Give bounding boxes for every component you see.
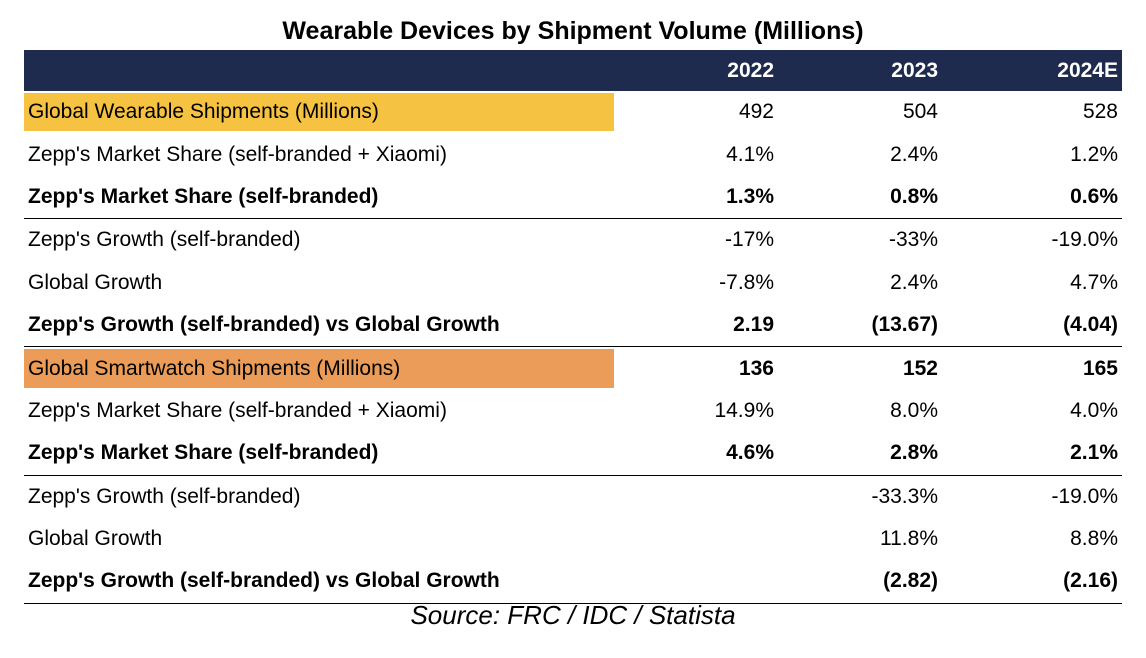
value-cell-2024e: 0.6% <box>1070 184 1118 208</box>
column-header-2023: 2023 <box>891 58 938 82</box>
value-cell-2024e: 4.7% <box>1070 270 1118 294</box>
value-cell-2024e: 528 <box>1082 100 1118 124</box>
value-cell-2023: (13.67) <box>871 313 938 337</box>
value-cell-2024e: (2.16) <box>1063 569 1118 593</box>
table-row: Global Smartwatch Shipments (Millions) 13… <box>24 347 1122 389</box>
row-label: Zepp's Growth (self-branded) vs Global G… <box>28 569 500 593</box>
table-row: Zepp's Growth (self-branded) -33.3% -19.0% <box>24 476 1122 518</box>
table-row: Zepp's Growth (self-branded) -17% -33% -19.… <box>24 219 1122 261</box>
table-row: Zepp's Market Share (self-branded + Xiao… <box>24 133 1122 175</box>
row-label: Zepp's Growth (self-branded) <box>28 228 301 252</box>
value-cell-2022 <box>644 560 774 602</box>
value-cell-2023: 8.0% <box>890 398 938 422</box>
value-cell-2023: -33.3% <box>871 484 938 508</box>
table-row: Zepp's Growth (self-branded) vs Global G… <box>24 304 1122 348</box>
value-cell-2023: 504 <box>902 100 938 124</box>
value-cell-2022: 4.6% <box>726 441 774 465</box>
column-header-2024e: 2024E <box>1057 58 1118 82</box>
table-body: Global Wearable Shipments (Millions) 492 5… <box>24 91 1122 604</box>
row-label: Zepp's Growth (self-branded) vs Global G… <box>28 313 500 337</box>
shipment-table: 2022 2023 2024E Global Wearable Shipment… <box>24 50 1122 604</box>
value-cell-2024e: 4.0% <box>1070 398 1118 422</box>
value-cell-2023: 11.8% <box>880 527 938 551</box>
value-cell-2023: 152 <box>902 356 938 380</box>
value-cell-2022 <box>644 476 774 518</box>
value-cell-2022: -7.8% <box>719 270 774 294</box>
table-row: Global Wearable Shipments (Millions) 492 5… <box>24 91 1122 133</box>
value-cell-2022: 1.3% <box>726 184 774 208</box>
row-label: Zepp's Market Share (self-branded + Xiao… <box>28 398 447 422</box>
value-cell-2023: (2.82) <box>883 569 938 593</box>
row-label: Global Growth <box>28 527 163 551</box>
value-cell-2023: -33% <box>888 228 938 252</box>
row-label: Zepp's Market Share (self-branded + Xiao… <box>28 142 447 166</box>
source-note: Source: FRC / IDC / Statista <box>410 600 736 630</box>
table-header: 2022 2023 2024E <box>24 50 1122 91</box>
table-row: Zepp's Market Share (self-branded + Xiao… <box>24 390 1122 432</box>
value-cell-2022: 492 <box>738 100 774 124</box>
value-cell-2024e: 2.1% <box>1070 441 1118 465</box>
row-label: Global Smartwatch Shipments (Millions) <box>24 349 614 388</box>
row-label: Global Wearable Shipments (Millions) <box>24 93 614 132</box>
row-label: Global Growth <box>28 270 163 294</box>
value-cell-2022: 14.9% <box>714 398 774 422</box>
table-row: Zepp's Market Share (self-branded) 1.3% 0.… <box>24 176 1122 220</box>
row-label: Zepp's Market Share (self-branded) <box>28 184 379 208</box>
value-cell-2022: 136 <box>738 356 774 380</box>
value-cell-2024e: 1.2% <box>1070 142 1118 166</box>
value-cell-2024e: 8.8% <box>1070 527 1118 551</box>
table-title: Wearable Devices by Shipment Volume (Mil… <box>282 17 864 45</box>
value-cell-2023: 2.4% <box>890 270 938 294</box>
table-row: Global Growth 11.8% 8.8% <box>24 518 1122 560</box>
value-cell-2023: 2.8% <box>890 441 938 465</box>
column-header-2022: 2022 <box>727 58 774 82</box>
value-cell-2022: 2.19 <box>733 313 774 337</box>
table-row: Zepp's Market Share (self-branded) 4.6% 2.… <box>24 432 1122 476</box>
table-row: Global Growth -7.8% 2.4% 4.7% <box>24 262 1122 304</box>
table-row: Zepp's Growth (self-branded) vs Global G… <box>24 560 1122 604</box>
value-cell-2023: 0.8% <box>890 184 938 208</box>
value-cell-2024e: -19.0% <box>1051 228 1118 252</box>
value-cell-2024e: -19.0% <box>1051 484 1118 508</box>
value-cell-2022 <box>644 518 774 560</box>
value-cell-2023: 2.4% <box>890 142 938 166</box>
row-label: Zepp's Market Share (self-branded) <box>28 441 379 465</box>
value-cell-2024e: (4.04) <box>1063 313 1118 337</box>
value-cell-2022: -17% <box>724 228 774 252</box>
row-label: Zepp's Growth (self-branded) <box>28 484 301 508</box>
value-cell-2024e: 165 <box>1082 356 1118 380</box>
value-cell-2022: 4.1% <box>726 142 774 166</box>
